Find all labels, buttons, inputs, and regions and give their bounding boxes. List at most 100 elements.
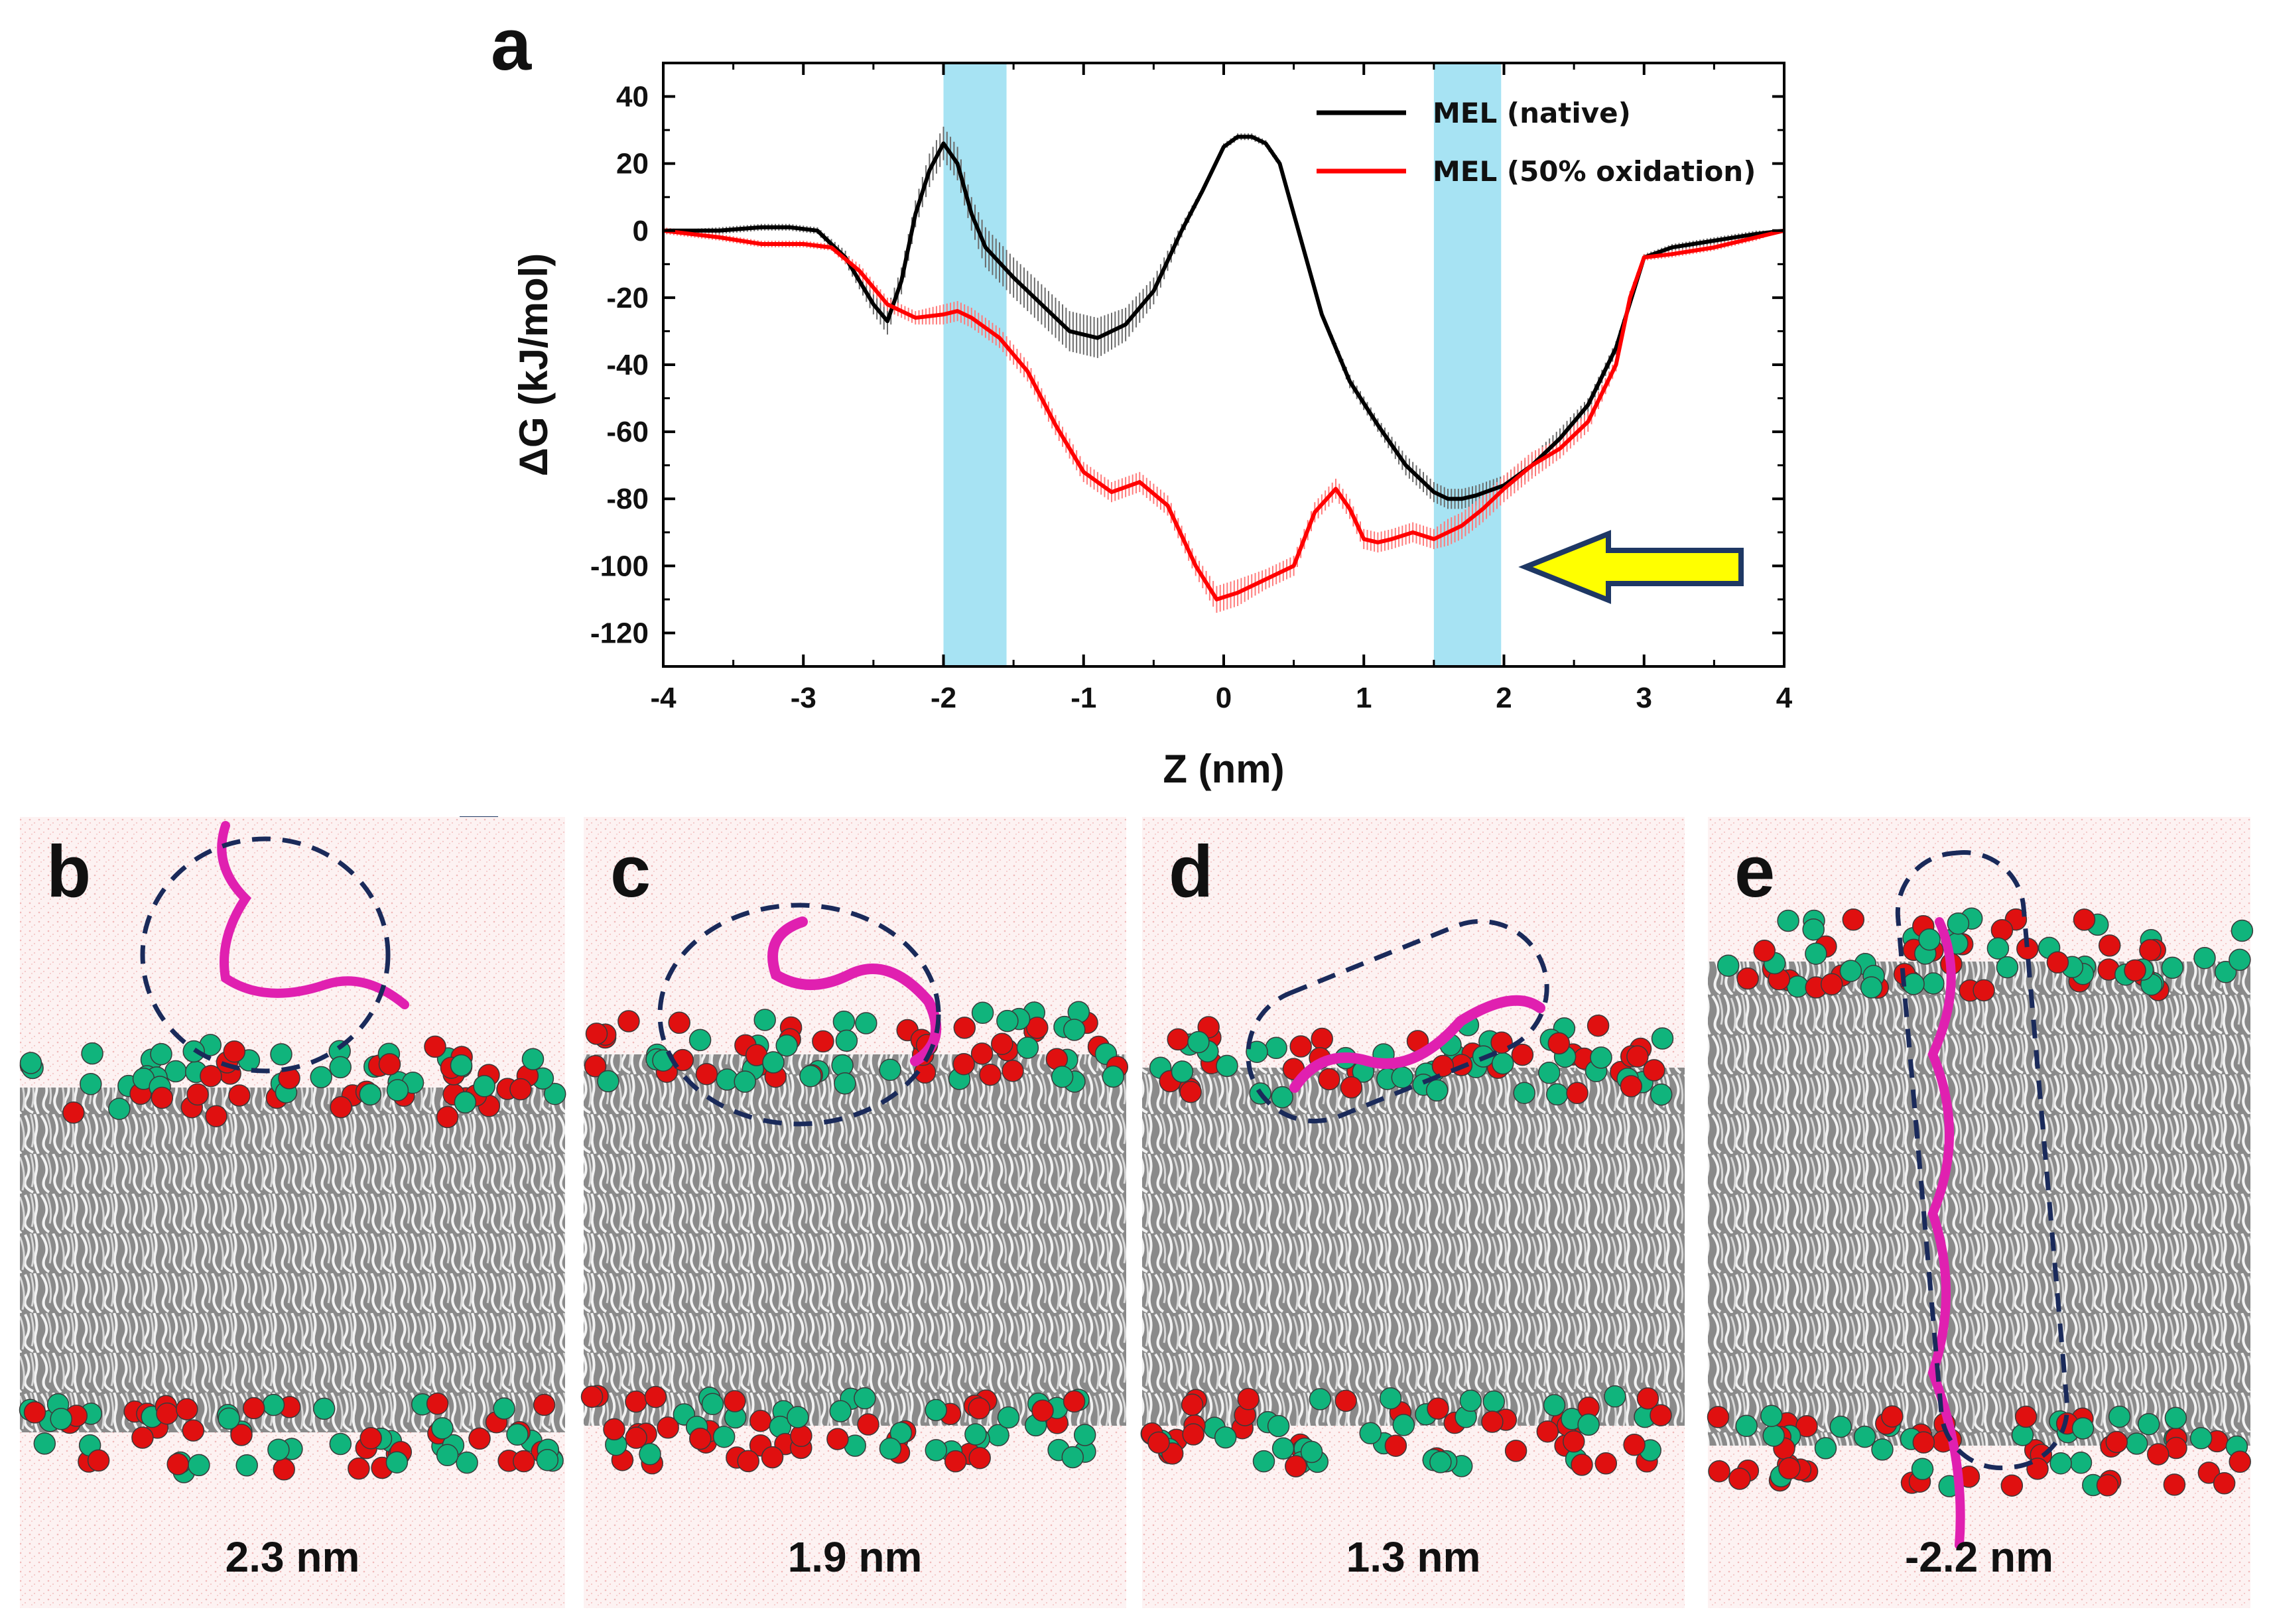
headgroup-bead (1026, 1017, 1049, 1039)
headgroup-bead (1947, 912, 1970, 935)
headgroup-bead (1986, 937, 2010, 960)
headgroup-bead (753, 1009, 776, 1031)
headgroup-bead (812, 1030, 834, 1053)
x-tick-label: -3 (791, 682, 816, 714)
headgroup-bead (775, 1034, 798, 1057)
headgroup-bead (2161, 956, 2184, 979)
headgroup-bead (1102, 1065, 1125, 1088)
panel-d-label: d (1169, 831, 1213, 912)
headgroup-bead (509, 1078, 532, 1101)
headgroup-bead (644, 1385, 667, 1408)
headgroup-bead (1504, 1440, 1527, 1462)
headgroup-bead (970, 1042, 994, 1065)
panel-a-label: a (491, 4, 532, 86)
headgroup-bead (1340, 1076, 1363, 1099)
headgroup-bead (81, 1042, 103, 1065)
headgroup-bead (695, 1062, 718, 1086)
headgroup-bead (1708, 1460, 1730, 1483)
headgroup-bead (62, 1101, 85, 1124)
x-axis-label: Z (nm) (1163, 747, 1284, 791)
headgroup-bead (1309, 1388, 1332, 1410)
headgroup-bead (1871, 1438, 1894, 1461)
headgroup-bead (1795, 1414, 1818, 1438)
headgroup-bead (1620, 1075, 1643, 1097)
headgroup-bead (1481, 1410, 1504, 1433)
headgroup-bead (1820, 973, 1843, 995)
headgroup-bead (1839, 960, 1862, 982)
headgroup-bead (1271, 1086, 1293, 1109)
x-tick-label: 0 (1216, 682, 1232, 714)
headgroup-bead (506, 1423, 529, 1446)
headgroup-bead (2137, 1412, 2160, 1436)
headgroup-bead (1536, 1420, 1559, 1443)
headgroup-bead (218, 1407, 240, 1430)
headgroup-bead (1002, 1060, 1024, 1082)
headgroup-bead (2000, 1474, 2024, 1497)
headgroup-bead (2189, 1427, 2213, 1450)
snapshot-panel-e: e -2.2 nm (1707, 817, 2254, 1608)
headgroup-bead (787, 1406, 809, 1428)
headgroup-bead (151, 1086, 174, 1109)
headgroup-bead (925, 1439, 948, 1462)
headgroup-bead (166, 1453, 189, 1475)
headgroup-bead (1636, 1387, 1659, 1410)
headgroup-bead (2125, 1432, 2148, 1455)
legend: MEL (native) MEL (50% oxidation) (1317, 97, 1756, 188)
headgroup-bead (2197, 1462, 2221, 1484)
headgroup-bead (454, 1091, 477, 1114)
headgroup-bead (657, 1416, 679, 1439)
headgroup-bead (2213, 1472, 2236, 1495)
headgroup-bead (188, 1454, 210, 1477)
highlight-band-1 (943, 63, 1007, 666)
headgroup-bead (1643, 1059, 1665, 1082)
headgroup-bead (262, 1393, 285, 1416)
lipid-headgroups (1707, 907, 2254, 1497)
headgroup-bead (1805, 942, 1827, 965)
distance-caption-e: -2.2 nm (1905, 1533, 2053, 1581)
y-tick-label: -60 (606, 416, 649, 448)
headgroup-bead (1566, 1082, 1588, 1105)
headgroup-bead (1594, 1452, 1618, 1475)
headgroup-bead (176, 1398, 198, 1420)
lipid-headgroups (19, 1034, 566, 1483)
headgroup-bead (1814, 1437, 1837, 1460)
lipid-headgroups (1140, 1014, 1674, 1477)
distance-caption-d: 1.3 nm (1346, 1533, 1481, 1581)
headgroup-bead (513, 1450, 535, 1473)
headgroup-bead (310, 1066, 332, 1089)
headgroup-bead (270, 1043, 292, 1066)
headgroup-bead (968, 1446, 991, 1469)
headgroup-bead (625, 1390, 647, 1413)
headgroup-bead (737, 1450, 759, 1473)
headgroup-bead (799, 1065, 822, 1088)
headgroup-bead (1359, 1422, 1382, 1445)
headgroup-bead (855, 1012, 877, 1034)
headgroup-bead (2105, 1430, 2128, 1454)
headgroup-bead (991, 1032, 1013, 1055)
headgroup-bead (1707, 1406, 1730, 1428)
series-line-oxidized (663, 228, 1784, 601)
headgroup-bead (2147, 1443, 2170, 1466)
legend-label-oxidized: MEL (50% oxidation) (1433, 155, 1756, 188)
lipid-headgroups (580, 1001, 1129, 1475)
headgroup-bead (1427, 1397, 1449, 1420)
headgroup-bead (1626, 1045, 1649, 1068)
headgroup-bead (50, 1408, 72, 1430)
lipid-tails (1708, 962, 2250, 1446)
headgroup-bead (1853, 1425, 1876, 1448)
headgroup-bead (1171, 1060, 1194, 1083)
headgroup-bead (186, 1083, 209, 1106)
headgroup-bead (473, 1075, 495, 1097)
headgroup-bead (1513, 1082, 1535, 1104)
peptide-outline (140, 836, 391, 1074)
legend-label-native: MEL (native) (1433, 97, 1631, 129)
headgroup-bead (1543, 1394, 1566, 1416)
headgroup-bead (1829, 1415, 1852, 1438)
headgroup-bead (1384, 1434, 1407, 1457)
headgroup-bead (1902, 973, 1925, 995)
headgroup-bead (164, 1060, 187, 1083)
headgroup-bead (1246, 1040, 1268, 1063)
headgroup-bead (536, 1448, 559, 1471)
headgroup-bead (1379, 1387, 1402, 1410)
headgroup-bead (1996, 956, 2019, 979)
